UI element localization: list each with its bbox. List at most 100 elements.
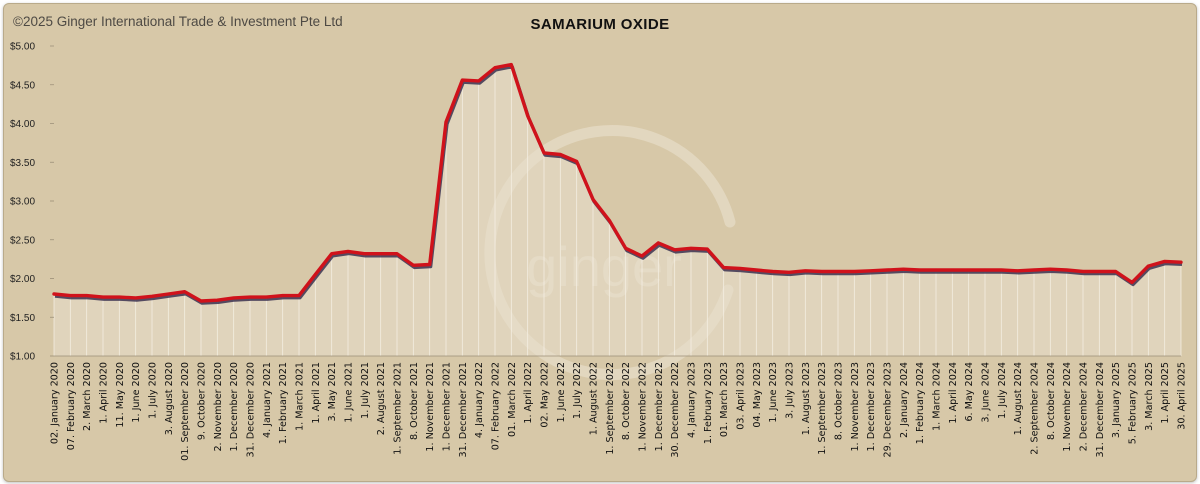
data-point <box>885 268 889 272</box>
data-point <box>951 268 954 272</box>
data-point <box>804 269 807 272</box>
data-point <box>853 270 856 273</box>
data-point <box>559 153 562 156</box>
x-tick-label: 4. January 2023 <box>687 362 698 438</box>
data-point <box>836 270 840 273</box>
data-point <box>493 66 497 69</box>
data-point <box>624 247 627 250</box>
data-point <box>150 295 154 298</box>
data-point <box>640 254 644 258</box>
data-point <box>346 250 350 253</box>
data-point <box>1081 270 1085 273</box>
data-point <box>967 268 970 272</box>
y-tick-label: $5.00 <box>10 42 35 53</box>
x-tick-label: 8. October 2022 <box>621 362 632 440</box>
data-point <box>706 247 709 251</box>
data-point <box>1065 268 1068 272</box>
data-point <box>199 299 203 303</box>
data-point <box>232 296 235 300</box>
x-tick-label: 04. May 2023 <box>752 362 763 428</box>
data-point <box>395 252 399 255</box>
x-tick-label: 30. April 2025 <box>1177 362 1188 430</box>
x-tick-label: 3. June 2024 <box>981 362 992 423</box>
y-tick-label: $2.50 <box>10 235 35 246</box>
data-point <box>281 294 284 297</box>
data-point <box>134 296 137 300</box>
data-point <box>820 270 823 273</box>
data-point <box>167 292 170 296</box>
x-tick-label: 9. October 2020 <box>197 362 208 440</box>
x-tick-label: 5. February 2025 <box>1128 362 1139 444</box>
data-point <box>183 290 186 293</box>
y-tick-label: $4.50 <box>10 80 35 91</box>
x-tick-label: 1. June 2020 <box>131 362 142 423</box>
x-tick-label: 1. November 2023 <box>850 362 861 452</box>
x-tick-label: 6. May 2024 <box>964 362 975 422</box>
data-point <box>461 78 464 82</box>
data-point <box>542 151 546 155</box>
x-tick-label: 1. November 2022 <box>638 362 649 452</box>
data-point <box>363 252 366 255</box>
x-tick-label: 1. February 2021 <box>278 362 289 444</box>
y-tick-label: $3.00 <box>10 197 35 208</box>
x-tick-label: 2. December 2024 <box>1079 362 1090 451</box>
x-tick-label: 1. June 2023 <box>768 362 779 423</box>
data-point <box>428 263 431 266</box>
chart-title: SAMARIUM OXIDE <box>530 16 670 33</box>
x-tick-label: 2. November 2020 <box>213 362 224 452</box>
data-point <box>101 295 105 299</box>
x-tick-label: 3. July 2023 <box>785 362 796 419</box>
x-tick-label: 31. December 2021 <box>458 362 469 458</box>
x-tick-label: 07. February 2020 <box>66 362 77 450</box>
x-tick-label: 1. April 2021 <box>311 362 322 424</box>
series-line <box>52 62 1183 303</box>
x-tick-label: 1. July 2020 <box>148 362 159 419</box>
data-point <box>526 114 529 117</box>
data-point <box>1032 268 1036 272</box>
x-tick-label: 02. January 2020 <box>50 362 61 444</box>
x-tick-label: 3. January 2025 <box>1111 362 1122 438</box>
y-tick-label: $4.00 <box>10 119 35 130</box>
x-tick-label: 1. September 2023 <box>817 362 828 455</box>
x-tick-label: 8. October 2021 <box>409 362 420 440</box>
x-tick-label: 03. April 2023 <box>736 362 747 430</box>
y-tick-label: $1.00 <box>10 352 35 363</box>
x-tick-label: 1. March 2024 <box>932 362 943 431</box>
y-tick-label: $2.00 <box>10 274 35 285</box>
data-point <box>738 267 742 270</box>
x-tick-label: 1. February 2023 <box>703 362 714 444</box>
data-point <box>918 268 921 272</box>
x-tick-label: 02. May 2022 <box>540 362 551 428</box>
data-point <box>216 299 219 302</box>
data-point <box>902 268 905 271</box>
x-tick-label: 1. August 2024 <box>1013 362 1024 435</box>
y-tick-label: $3.50 <box>10 158 35 169</box>
data-point <box>52 292 56 296</box>
x-tick-label: 1. September 2021 <box>393 362 404 455</box>
x-tick-label: 1. December 2022 <box>654 362 665 451</box>
data-point <box>1016 269 1019 272</box>
data-point <box>689 247 693 250</box>
x-tick-label: 1. August 2022 <box>589 362 600 435</box>
x-tick-label: 3. August 2020 <box>164 362 175 435</box>
x-tick-label: 1. July 2022 <box>572 362 583 419</box>
area-fill <box>54 64 1181 356</box>
x-tick-label: 1. June 2022 <box>556 362 567 423</box>
x-tick-label: 1. December 2021 <box>442 362 453 451</box>
data-point <box>591 198 595 201</box>
data-point <box>297 294 301 297</box>
data-point <box>69 294 72 297</box>
data-point <box>248 295 252 299</box>
data-point <box>1179 261 1183 264</box>
x-tick-label: 29. December 2023 <box>883 362 894 458</box>
data-point <box>118 295 121 299</box>
data-point <box>575 160 578 163</box>
data-point <box>1114 270 1117 273</box>
data-point <box>412 264 415 267</box>
data-point <box>330 252 333 255</box>
x-tick-label: 8. October 2023 <box>834 362 845 440</box>
x-tick-label: 1. September 2022 <box>605 362 616 455</box>
data-point <box>510 63 513 66</box>
data-point <box>673 248 676 252</box>
x-tick-label: 3. March 2025 <box>1144 362 1155 431</box>
